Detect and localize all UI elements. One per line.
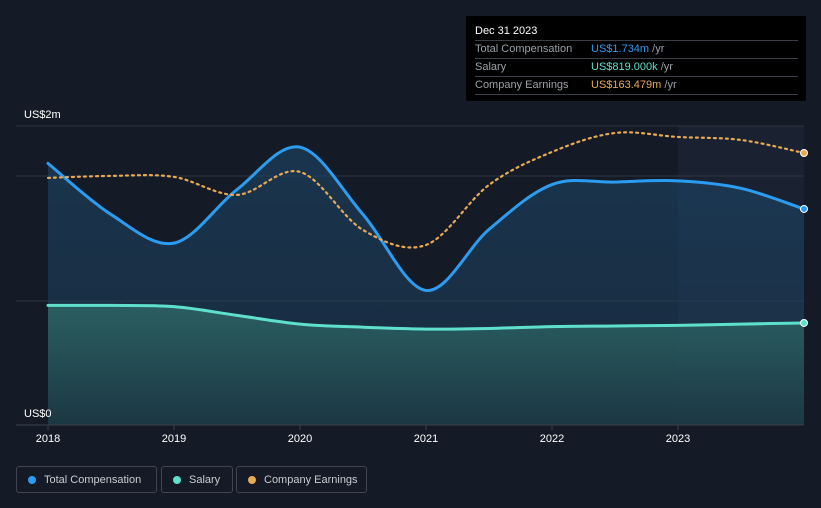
x-tick-label: 2023 [666, 433, 690, 445]
area-salary [48, 305, 804, 425]
legend-dot-icon [248, 476, 256, 484]
endpoint-salary [800, 318, 808, 327]
x-tick-label: 2020 [288, 433, 312, 445]
chart: 2018 2019 2020 2021 2022 2023 [16, 125, 808, 445]
line-salary [46, 303, 806, 331]
tooltip: Dec 31 2023 Total Compensation US$1.734m … [466, 16, 806, 101]
x-tick-label: 2021 [414, 433, 438, 445]
tooltip-label: Total Compensation [475, 43, 573, 55]
x-tick-label: 2019 [162, 433, 186, 445]
legend-total-compensation[interactable]: Total Compensation [16, 466, 157, 493]
tooltip-value: US$163.479m [591, 79, 662, 91]
x-tick-label: 2022 [540, 433, 564, 445]
y-label-top: US$2m [24, 109, 61, 121]
legend-salary[interactable]: Salary [161, 466, 233, 493]
tooltip-row-total: Total Compensation US$1.734m /yr [475, 40, 798, 58]
line-company-earnings [46, 131, 806, 249]
line-total-compensation [46, 145, 806, 292]
legend-label: Salary [189, 474, 221, 486]
tooltip-unit: /yr [661, 79, 677, 91]
tooltip-date: Dec 31 2023 [475, 25, 538, 37]
legend-label: Total Compensation [44, 474, 142, 486]
tooltip-value: US$1.734m [591, 43, 650, 55]
tooltip-unit: /yr [657, 61, 673, 73]
tooltip-value: US$819.000k [591, 61, 658, 73]
tooltip-label: Company Earnings [475, 79, 569, 91]
x-tick-label: 2018 [36, 433, 60, 445]
tooltip-row-salary: Salary US$819.000k /yr [475, 58, 798, 76]
endpoint-total-compensation [800, 204, 808, 213]
tooltip-unit: /yr [649, 43, 665, 55]
tooltip-row-earnings: Company Earnings US$163.479m /yr [475, 76, 798, 95]
tooltip-label: Salary [475, 61, 507, 73]
legend-company-earnings[interactable]: Company Earnings [236, 466, 367, 493]
legend-dot-icon [173, 476, 181, 484]
y-label-bottom: US$0 [24, 408, 52, 420]
legend-dot-icon [28, 476, 36, 484]
endpoint-company-earnings [800, 148, 808, 157]
legend-label: Company Earnings [264, 474, 358, 486]
